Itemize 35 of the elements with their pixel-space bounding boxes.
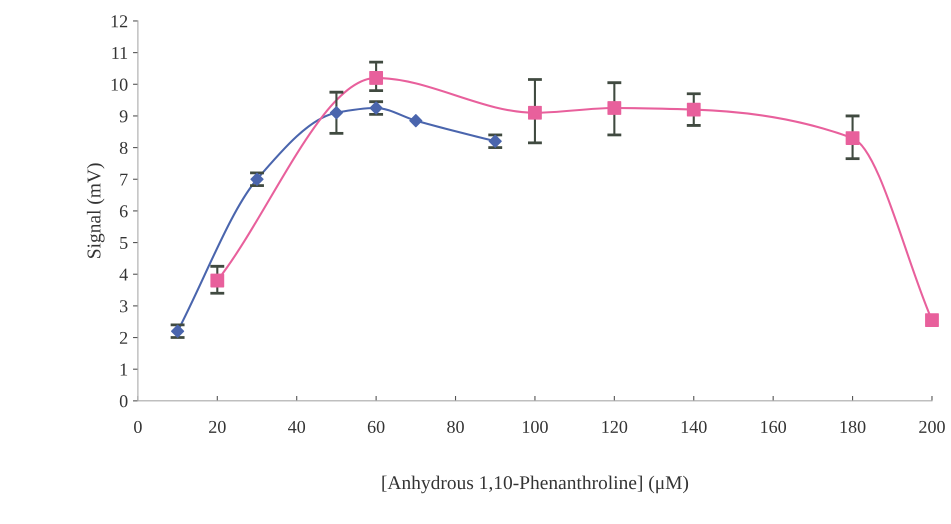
point: [846, 131, 860, 145]
y-tick-label: 4: [120, 268, 128, 280]
point: [607, 101, 622, 115]
point: [409, 114, 422, 128]
y-tick-label: 0: [120, 395, 128, 408]
x-tick-label: 80: [447, 420, 464, 434]
y-tick-label: 5: [120, 237, 128, 250]
y-tick-label: 1: [120, 364, 128, 376]
x-tick-label: 160: [761, 420, 786, 434]
y-tick-label: 12: [112, 15, 128, 28]
point: [528, 106, 542, 120]
y-tick-label: 3: [120, 300, 128, 312]
y-axis-title: Signal (mV): [86, 163, 105, 258]
y-tick-label: 10: [112, 78, 128, 91]
x-tick-label: 180: [840, 420, 866, 434]
x-tick-label: 200: [919, 420, 945, 434]
x-tick-label: 20: [209, 420, 226, 434]
y-tick-label: 6: [120, 205, 128, 218]
x-tick-label: 140: [682, 420, 707, 434]
y-tick-label: 11: [112, 46, 128, 59]
y-tick-label: 8: [120, 142, 128, 154]
y-tick-label: 2: [120, 332, 128, 344]
point: [925, 313, 939, 328]
point: [686, 102, 701, 117]
x-tick-label: 100: [522, 420, 548, 434]
x-tick-label: 40: [288, 420, 306, 434]
point: [210, 274, 224, 288]
x-axis-title: [Anhydrous 1,10-Phenanthroline] (μM): [382, 476, 688, 494]
y-tick-label: 7: [120, 174, 128, 186]
point: [369, 71, 384, 85]
x-tick-label: 60: [368, 420, 384, 434]
x-tick-label: 0: [134, 420, 142, 434]
x-tick-label: 120: [602, 420, 628, 434]
point: [330, 106, 344, 120]
y-tick-label: 9: [120, 110, 128, 122]
